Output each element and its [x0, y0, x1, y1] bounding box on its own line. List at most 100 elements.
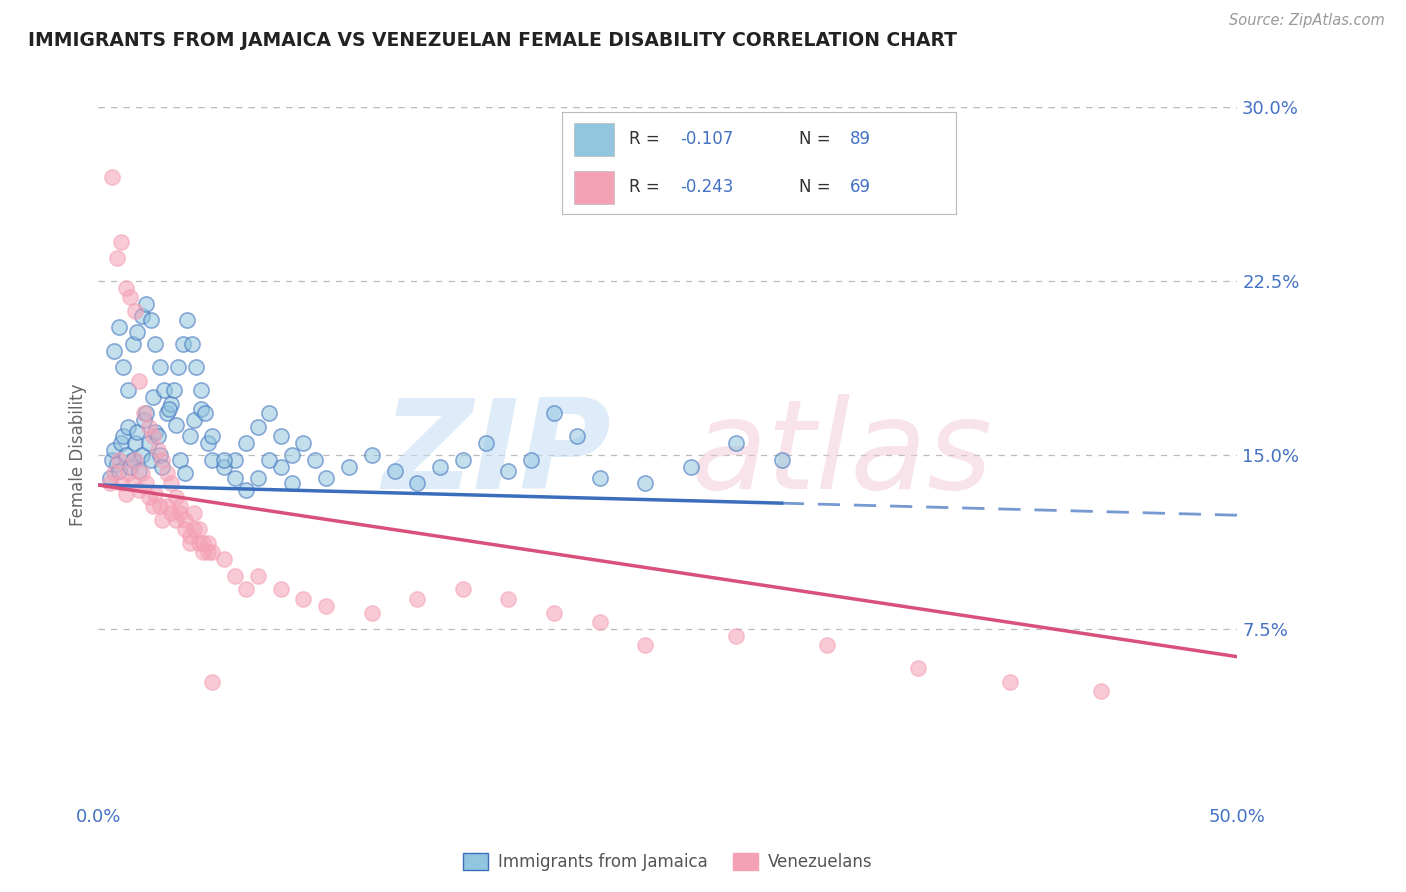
- Point: [907, 661, 929, 675]
- Bar: [574, 171, 613, 204]
- Point: [131, 309, 153, 323]
- Point: [304, 452, 326, 467]
- Point: [101, 452, 124, 467]
- Text: ZIP: ZIP: [382, 394, 612, 516]
- Point: [201, 452, 224, 467]
- Point: [270, 582, 292, 597]
- Point: [135, 297, 157, 311]
- Point: [565, 429, 588, 443]
- Point: [117, 420, 139, 434]
- Point: [190, 401, 212, 416]
- Point: [224, 471, 246, 485]
- Point: [114, 281, 136, 295]
- Point: [360, 606, 382, 620]
- Point: [474, 436, 496, 450]
- Point: [315, 599, 337, 613]
- Point: [135, 406, 157, 420]
- Point: [145, 336, 167, 351]
- Point: [160, 475, 183, 490]
- Point: [270, 459, 292, 474]
- Point: [108, 320, 131, 334]
- Point: [105, 457, 128, 471]
- Point: [135, 475, 157, 490]
- Point: [337, 459, 360, 474]
- Point: [246, 471, 269, 485]
- Point: [112, 429, 135, 443]
- Text: -0.107: -0.107: [681, 130, 734, 148]
- Point: [121, 336, 143, 351]
- Point: [146, 429, 169, 443]
- Point: [1090, 684, 1112, 698]
- Point: [157, 401, 180, 416]
- Text: 89: 89: [849, 130, 870, 148]
- Point: [201, 429, 224, 443]
- Point: [156, 406, 179, 420]
- Point: [114, 487, 136, 501]
- Text: 69: 69: [849, 178, 870, 196]
- Point: [120, 290, 142, 304]
- Point: [281, 475, 304, 490]
- Point: [110, 235, 132, 249]
- Point: [132, 413, 155, 427]
- Point: [117, 467, 139, 481]
- Point: [121, 475, 143, 490]
- Point: [194, 406, 217, 420]
- Point: [770, 452, 793, 467]
- Point: [270, 429, 292, 443]
- Point: [149, 448, 172, 462]
- Point: [127, 325, 149, 339]
- Point: [259, 406, 281, 420]
- Point: [138, 420, 160, 434]
- Point: [174, 513, 197, 527]
- Point: [174, 467, 197, 481]
- Point: [174, 522, 197, 536]
- Point: [110, 475, 132, 490]
- Point: [156, 499, 179, 513]
- Text: atlas: atlas: [690, 394, 993, 516]
- Point: [679, 459, 702, 474]
- Point: [160, 506, 183, 520]
- Point: [139, 452, 162, 467]
- Point: [112, 359, 135, 374]
- Point: [98, 471, 121, 485]
- Point: [292, 436, 315, 450]
- Point: [543, 406, 565, 420]
- Point: [235, 582, 257, 597]
- Point: [186, 359, 208, 374]
- Bar: [574, 123, 613, 155]
- Text: IMMIGRANTS FROM JAMAICA VS VENEZUELAN FEMALE DISABILITY CORRELATION CHART: IMMIGRANTS FROM JAMAICA VS VENEZUELAN FE…: [28, 31, 957, 50]
- Text: R =: R =: [630, 178, 665, 196]
- Point: [128, 483, 150, 497]
- Point: [588, 615, 610, 629]
- Point: [146, 443, 169, 458]
- Point: [197, 536, 219, 550]
- Legend: Immigrants from Jamaica, Venezuelans: Immigrants from Jamaica, Venezuelans: [457, 847, 879, 878]
- Point: [103, 443, 125, 458]
- Point: [197, 436, 219, 450]
- Point: [131, 448, 153, 462]
- Point: [101, 169, 124, 184]
- Point: [406, 475, 429, 490]
- Point: [176, 313, 198, 327]
- Point: [145, 425, 167, 439]
- Point: [139, 313, 162, 327]
- Point: [190, 383, 212, 397]
- Point: [165, 490, 187, 504]
- Point: [315, 471, 337, 485]
- Point: [142, 499, 165, 513]
- Point: [142, 429, 165, 443]
- Point: [145, 487, 167, 501]
- Text: N =: N =: [799, 130, 835, 148]
- Point: [998, 675, 1021, 690]
- Point: [103, 467, 125, 481]
- Point: [197, 545, 219, 559]
- Point: [138, 436, 160, 450]
- Point: [179, 529, 201, 543]
- Point: [183, 522, 205, 536]
- Text: Source: ZipAtlas.com: Source: ZipAtlas.com: [1229, 13, 1385, 29]
- Point: [588, 471, 610, 485]
- Point: [150, 459, 173, 474]
- Point: [160, 397, 183, 411]
- Point: [429, 459, 451, 474]
- Point: [142, 390, 165, 404]
